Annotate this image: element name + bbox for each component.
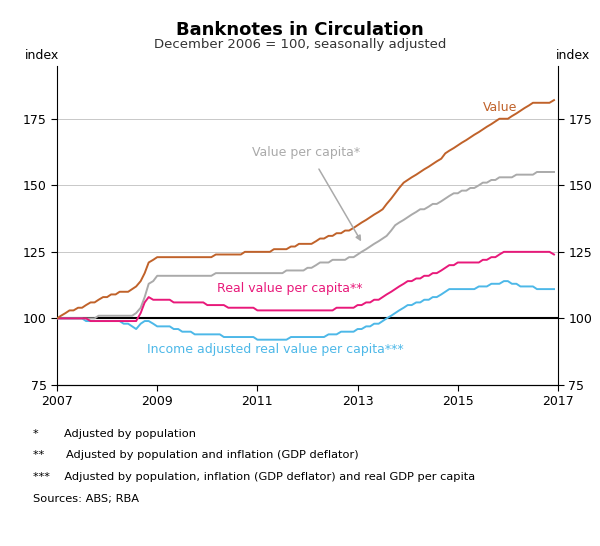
Text: Value: Value <box>483 101 517 114</box>
Text: Sources: ABS; RBA: Sources: ABS; RBA <box>33 494 139 504</box>
Text: **      Adjusted by population and inflation (GDP deflator): ** Adjusted by population and inflation … <box>33 450 359 460</box>
Text: index: index <box>25 49 59 62</box>
Text: December 2006 = 100, seasonally adjusted: December 2006 = 100, seasonally adjusted <box>154 38 446 51</box>
Text: *       Adjusted by population: * Adjusted by population <box>33 429 196 438</box>
Text: ***    Adjusted by population, inflation (GDP deflator) and real GDP per capita: *** Adjusted by population, inflation (G… <box>33 472 475 482</box>
Text: Income adjusted real value per capita***: Income adjusted real value per capita*** <box>147 343 404 356</box>
Text: Real value per capita**: Real value per capita** <box>217 282 363 295</box>
Text: Banknotes in Circulation: Banknotes in Circulation <box>176 21 424 39</box>
Text: index: index <box>556 49 590 62</box>
Text: Value per capita*: Value per capita* <box>253 146 361 159</box>
